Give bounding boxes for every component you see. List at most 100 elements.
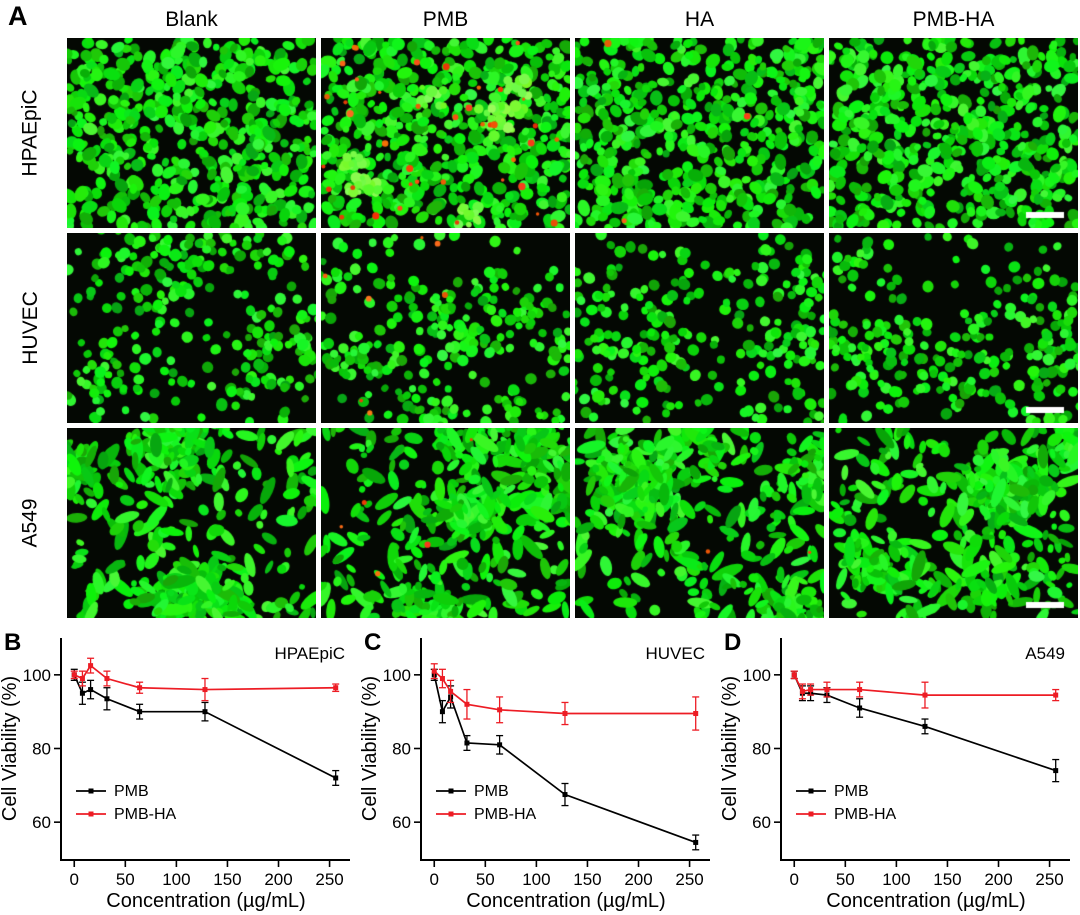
series-pmb-ha — [790, 670, 1060, 709]
data-point-marker — [448, 688, 454, 694]
legend-marker — [808, 811, 814, 817]
data-point-marker — [922, 723, 928, 729]
data-point-marker — [333, 775, 339, 781]
x-axis-title: Concentration (µg/mL) — [106, 890, 305, 912]
data-point-marker — [791, 672, 797, 678]
micrograph-row-a549: A549 — [0, 428, 1080, 618]
data-point-marker — [79, 676, 85, 682]
micrograph-huvec-pmb — [321, 233, 570, 423]
row-label-text: HUVEC — [19, 291, 43, 365]
chart-panel-b: 0 50 100 150 200 250 60 80 100 Concentration (µg/… — [0, 624, 360, 914]
micrograph-row-huvec: HUVEC — [0, 233, 1080, 423]
data-point-marker — [464, 740, 470, 746]
data-point-marker — [88, 687, 94, 693]
data-point-marker — [1053, 692, 1059, 698]
micrograph-a549-pmb — [321, 428, 570, 618]
x-tick-label: 250 — [675, 870, 703, 889]
x-tick-label: 50 — [836, 870, 855, 889]
column-header-pmb: PMB — [422, 8, 469, 31]
data-point-marker — [79, 690, 85, 696]
row-label-text: HPAEpiC — [19, 89, 43, 177]
micrograph-huvec-blank — [67, 233, 316, 423]
data-point-marker — [693, 839, 699, 845]
data-point-marker — [464, 701, 470, 707]
x-tick-label: 200 — [624, 870, 652, 889]
data-point-marker — [439, 676, 445, 682]
x-tick-label: 0 — [70, 870, 79, 889]
legend-marker — [88, 811, 94, 817]
chart-title: HPAEpiC — [274, 644, 345, 663]
x-axis-title: Concentration (µg/mL) — [466, 890, 665, 912]
micrograph-huvec-ha — [575, 233, 824, 423]
column-header-blank: Blank — [165, 8, 218, 31]
legend-label: PMB-HA — [834, 806, 897, 823]
y-tick-label: 80 — [392, 740, 411, 759]
row-label-a549: A549 — [0, 428, 62, 618]
data-point-marker — [333, 685, 339, 691]
row-label-hpaepic: HPAEpiC — [0, 38, 62, 228]
x-tick-label: 150 — [573, 870, 601, 889]
data-point-marker — [824, 687, 830, 693]
y-axis-title: Cell Viability (%) — [720, 676, 741, 821]
data-point-marker — [137, 685, 143, 691]
y-tick-label: 80 — [32, 740, 51, 759]
panel-letter: C — [364, 629, 381, 656]
micrograph-hpaepic-blank — [67, 38, 316, 228]
y-axis-title: Cell Viability (%) — [0, 676, 21, 821]
data-point-marker — [137, 709, 143, 715]
data-point-marker — [857, 687, 863, 693]
data-point-marker — [693, 711, 699, 717]
x-tick-label: 100 — [522, 870, 550, 889]
chart-title: A549 — [1025, 644, 1065, 663]
x-tick-label: 150 — [213, 870, 241, 889]
x-tick-label: 250 — [315, 870, 343, 889]
x-tick-label: 0 — [790, 870, 799, 889]
figure-panel-a: A Blank PMB HA PMB-HA HPAEpiC HUVEC A549 — [0, 1, 1080, 618]
y-tick-label: 60 — [392, 813, 411, 832]
series-pmb — [430, 668, 700, 851]
data-point-marker — [562, 792, 568, 798]
y-tick-label: 60 — [32, 813, 51, 832]
legend-marker — [808, 788, 814, 794]
x-axis-title: Concentration (µg/mL) — [826, 890, 1025, 912]
legend-marker — [88, 788, 94, 794]
y-tick-label: 100 — [383, 666, 411, 685]
micrograph-hpaepic-ha — [575, 38, 824, 228]
legend-label: PMB — [114, 783, 149, 800]
x-tick-label: 200 — [264, 870, 292, 889]
data-point-marker — [439, 709, 445, 715]
column-header-ha: HA — [684, 8, 715, 31]
panel-letter: D — [724, 629, 741, 656]
data-point-marker — [799, 688, 805, 694]
x-tick-label: 100 — [162, 870, 190, 889]
y-axis-title: Cell Viability (%) — [360, 676, 381, 821]
series-pmb-ha — [70, 657, 340, 702]
data-point-marker — [88, 663, 94, 669]
y-tick-label: 80 — [752, 740, 771, 759]
row-label-huvec: HUVEC — [0, 233, 62, 423]
row-label-text: A549 — [18, 498, 42, 548]
charts-row: 0 50 100 150 200 250 60 80 100 Concentration (µg/… — [0, 624, 1080, 914]
legend-label: PMB — [474, 783, 509, 800]
y-tick-label: 100 — [23, 666, 51, 685]
data-point-marker — [104, 696, 110, 702]
data-point-marker — [922, 692, 928, 698]
x-tick-label: 0 — [430, 870, 439, 889]
x-tick-label: 250 — [1035, 870, 1063, 889]
legend-label: PMB-HA — [114, 806, 177, 823]
data-point-marker — [808, 687, 814, 693]
y-tick-label: 60 — [752, 813, 771, 832]
data-point-marker — [497, 707, 503, 713]
x-tick-label: 150 — [933, 870, 961, 889]
micrograph-a549-ha — [575, 428, 824, 618]
chart-panel-d: 0 50 100 150 200 250 60 80 100 Concentration (µg/… — [720, 624, 1080, 914]
data-point-marker — [562, 711, 568, 717]
x-tick-label: 100 — [882, 870, 910, 889]
panel-a-label: A — [8, 1, 28, 31]
data-point-marker — [857, 705, 863, 711]
data-point-marker — [202, 709, 208, 715]
data-point-marker — [202, 687, 208, 693]
